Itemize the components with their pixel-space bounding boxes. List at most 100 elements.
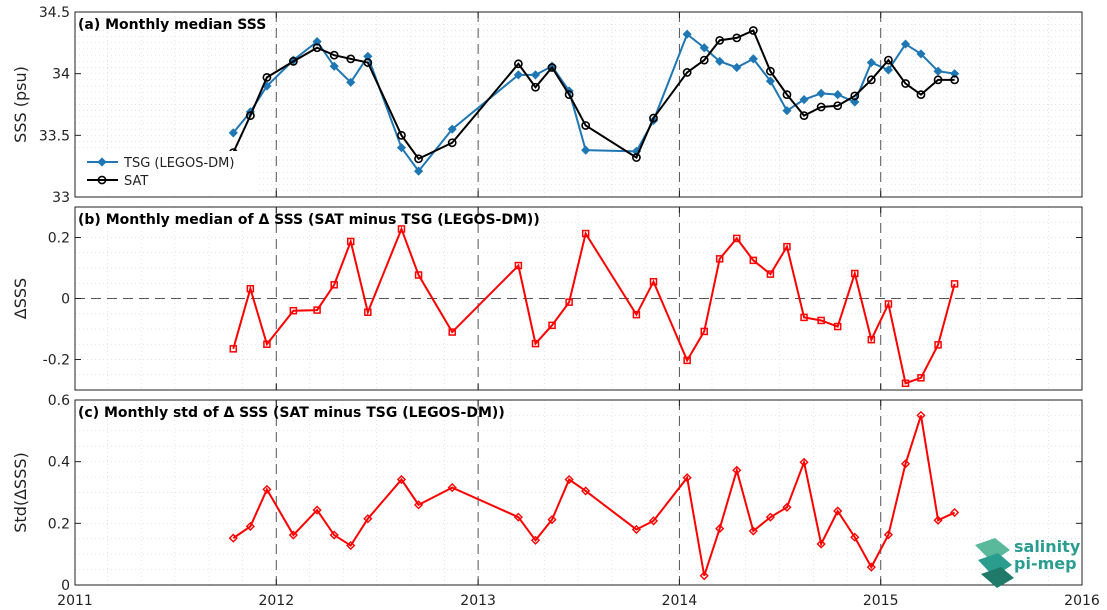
data-point xyxy=(816,539,826,549)
data-point xyxy=(833,90,843,100)
data-point xyxy=(530,535,541,545)
data-point xyxy=(531,82,540,92)
data-point xyxy=(245,111,255,120)
data-point xyxy=(749,256,758,265)
data-point xyxy=(766,66,775,76)
series-delta xyxy=(228,410,960,581)
data-point xyxy=(883,530,894,540)
data-point xyxy=(732,465,742,475)
series-delta xyxy=(229,225,959,388)
data-point xyxy=(748,54,758,64)
data-point xyxy=(850,91,860,101)
data-point xyxy=(867,335,876,344)
data-point xyxy=(715,56,725,66)
data-point xyxy=(850,532,860,542)
data-point xyxy=(715,523,725,534)
y-axis-label: SSS (psu) xyxy=(11,66,30,143)
data-point xyxy=(246,284,255,293)
y-tick-label: 33 xyxy=(52,190,70,206)
axes-frame xyxy=(74,399,1083,586)
data-point xyxy=(782,502,792,512)
data-point xyxy=(649,113,658,123)
data-point xyxy=(631,524,641,535)
data-point xyxy=(766,270,775,278)
data-point xyxy=(228,128,238,138)
data-point xyxy=(833,506,843,516)
data-point xyxy=(632,153,641,162)
data-point xyxy=(850,97,860,107)
data-point xyxy=(816,88,826,98)
data-point xyxy=(414,154,423,164)
data-point xyxy=(513,70,523,80)
data-point xyxy=(699,55,709,65)
legend-marker xyxy=(97,175,107,185)
data-point xyxy=(648,516,659,526)
data-point xyxy=(933,515,943,525)
data-point xyxy=(564,474,574,485)
data-point xyxy=(363,514,373,524)
data-point xyxy=(329,50,339,60)
data-point xyxy=(363,51,373,61)
data-point xyxy=(289,306,298,315)
data-point xyxy=(346,54,356,64)
x-tick-label: 2016 xyxy=(1064,593,1100,609)
data-point xyxy=(581,145,591,155)
data-point xyxy=(397,130,406,140)
data-point xyxy=(851,269,859,278)
data-point xyxy=(313,306,321,314)
data-point xyxy=(950,75,960,85)
data-point xyxy=(649,277,658,286)
series-sat xyxy=(228,26,960,164)
panel-1: 33 33.5 34 34.5 SSS (psu) (a) Monthly median … xyxy=(11,5,1083,206)
data-point xyxy=(916,49,926,59)
data-point xyxy=(312,505,322,515)
logo-mark-icon xyxy=(975,538,1014,588)
data-point xyxy=(916,410,926,421)
data-point xyxy=(950,69,960,79)
data-point xyxy=(682,29,692,39)
data-point xyxy=(413,166,424,176)
data-point xyxy=(866,562,876,572)
series-line xyxy=(232,226,956,385)
series-tsg-legos-dm- xyxy=(228,29,960,176)
data-point xyxy=(564,90,574,100)
data-point xyxy=(799,94,809,105)
legend-box xyxy=(78,151,258,193)
x-tick-label: 2012 xyxy=(258,593,294,609)
x-tick-label: 2014 xyxy=(662,593,698,609)
data-point xyxy=(916,90,926,100)
panel-2: -0.2 0 0.2 ΔSSS (b) Monthly median of Δ SSS … xyxy=(11,206,1083,391)
y-tick-label: 34 xyxy=(52,67,70,83)
y-axis-label: ΔSSS xyxy=(11,278,30,319)
y-axis-label: Std(ΔSSS) xyxy=(11,452,30,532)
data-point xyxy=(748,26,758,35)
x-tick-label: 2011 xyxy=(57,593,93,609)
data-point xyxy=(288,530,298,540)
data-point xyxy=(765,512,776,522)
data-point xyxy=(329,61,339,71)
y-tick-label: 0 xyxy=(61,292,70,308)
data-point xyxy=(733,234,741,243)
data-point xyxy=(682,68,692,77)
grid-lines xyxy=(74,399,1082,586)
data-point xyxy=(530,70,541,80)
data-point xyxy=(581,486,591,496)
legend-marker xyxy=(97,157,107,167)
series-line xyxy=(232,32,955,173)
data-point xyxy=(263,340,271,348)
data-point xyxy=(732,33,742,43)
data-point xyxy=(833,101,843,111)
y-tick-label: 0.4 xyxy=(48,455,70,471)
data-point xyxy=(765,76,776,86)
data-point xyxy=(228,533,238,543)
data-point xyxy=(700,327,708,336)
data-point xyxy=(715,255,724,263)
y-tick-label: 33.5 xyxy=(39,128,70,144)
data-point xyxy=(547,63,557,72)
data-point xyxy=(312,37,322,47)
data-point xyxy=(329,530,339,540)
data-point xyxy=(330,281,338,289)
data-point xyxy=(900,39,911,49)
data-point xyxy=(901,379,910,388)
